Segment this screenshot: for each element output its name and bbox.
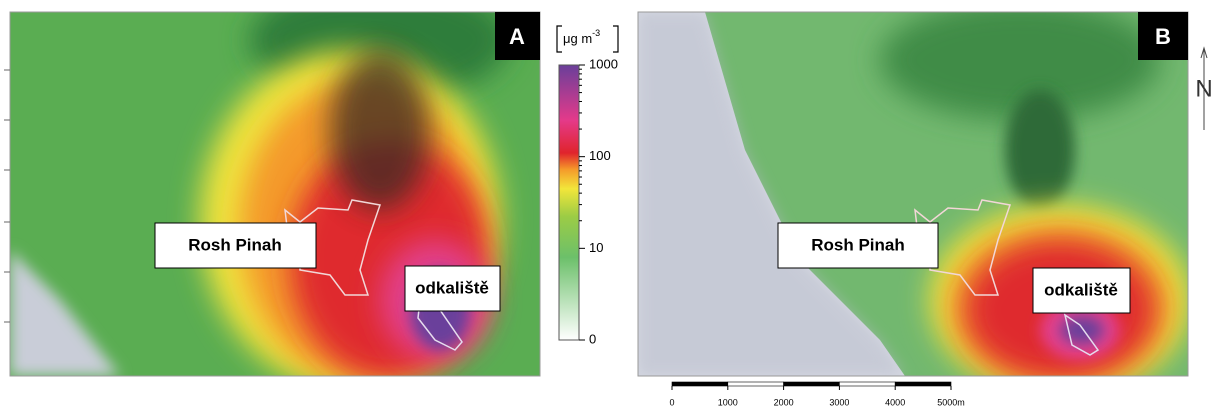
scale-segment [784, 382, 840, 386]
scale-tick-label: 3000 [829, 397, 849, 407]
panel-letter: B [1155, 24, 1171, 49]
map-a [10, 0, 540, 390]
colorbar-tick-label: 100 [589, 148, 611, 163]
scale-segment [728, 382, 784, 386]
unit-bracket [557, 26, 562, 52]
place-label: odkaliště [415, 278, 489, 297]
colorbar-tick-label: 1000 [589, 56, 618, 71]
colorbar-unit: μg m-3 [563, 28, 600, 46]
scale-segment [672, 382, 728, 386]
map-a-ticks [4, 70, 10, 322]
scale-tick-label: 5000m [937, 397, 965, 407]
colorbar [559, 65, 579, 340]
place-label: Rosh Pinah [811, 235, 905, 254]
scale-tick-label: 0 [669, 397, 674, 407]
map-b [638, 0, 1190, 395]
place-label: Rosh Pinah [188, 235, 282, 254]
colorbar-tick-label: 0 [589, 331, 596, 346]
place-label: odkaliště [1044, 280, 1118, 299]
figure: A B Rosh Pinah odkaliště Rosh Pinah odka… [0, 0, 1211, 414]
colorbar-tick-label: 10 [589, 240, 603, 255]
north-label: N [1195, 75, 1211, 102]
unit-bracket [613, 26, 618, 52]
scale-tick-label: 2000 [774, 397, 794, 407]
scale-segment [895, 382, 951, 386]
scale-tick-label: 1000 [718, 397, 738, 407]
scale-segment [839, 382, 895, 386]
scale-tick-label: 4000 [885, 397, 905, 407]
panel-letter: A [509, 24, 525, 49]
